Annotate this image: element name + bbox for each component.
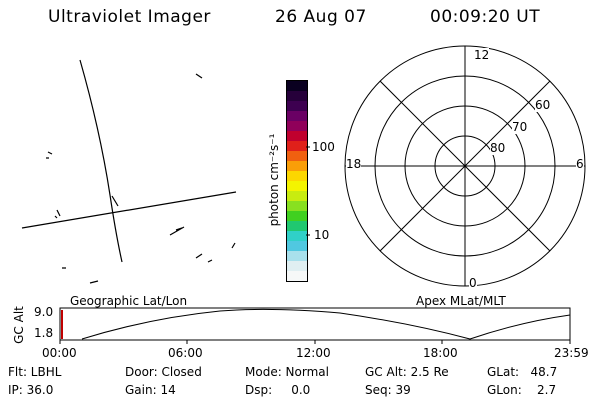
colorbar-segment	[287, 221, 307, 231]
coastline-fragment	[54, 209, 61, 219]
colorbar	[286, 80, 308, 282]
colorbar-segment	[287, 191, 307, 201]
timeline-tick: 12:00	[296, 346, 331, 360]
colorbar-segment	[287, 171, 307, 181]
mlt-label-0: 0	[469, 276, 477, 290]
colorbar-segment	[287, 271, 307, 281]
colorbar-segment	[287, 81, 307, 91]
mode-status: Mode: Normal	[245, 365, 329, 379]
colorbar-segment	[287, 251, 307, 261]
coastline-fragment	[62, 267, 99, 284]
colorbar-segment	[287, 151, 307, 161]
timeline-tick: 18:00	[423, 346, 458, 360]
time-label: 00:09:20 UT	[430, 7, 541, 27]
coastline-fragment	[231, 242, 236, 249]
colorbar-segment	[287, 231, 307, 241]
mlt-label-12: 12	[474, 48, 490, 62]
coastline-fragment	[111, 195, 119, 207]
mlt-label-18: 18	[346, 157, 362, 171]
seq-status: Seq: 39	[365, 383, 411, 397]
colorbar-segment	[287, 141, 307, 151]
coastline-fragment	[195, 73, 203, 79]
filter-status: Flt: LBHL	[8, 365, 62, 379]
longitude-line	[79, 59, 123, 263]
app-title: Ultraviolet Imager	[48, 7, 211, 27]
timeline-caption-left: Geographic Lat/Lon	[70, 294, 188, 308]
colorbar-segment	[287, 131, 307, 141]
current-time-marker	[61, 310, 63, 339]
colorbar-segment	[287, 201, 307, 211]
colorbar-segment	[287, 211, 307, 221]
ip-status: IP: 36.0	[8, 383, 54, 397]
timeline-caption-right: Apex MLat/MLT	[416, 294, 506, 308]
door-status: Door: Closed	[125, 365, 202, 379]
mlt-label-6: 6	[576, 157, 584, 171]
coastline-fragment	[169, 226, 185, 236]
colorbar-segment	[287, 101, 307, 111]
colorbar-segment	[287, 111, 307, 121]
timeline-ymax: 9.0	[34, 305, 54, 319]
mlat-label-60: 60	[535, 98, 551, 112]
mlat-label-70: 70	[512, 120, 528, 134]
timeline-tick: 23:59	[554, 346, 589, 360]
altitude-curve	[81, 308, 571, 340]
colorbar-tick-10: 10	[314, 228, 330, 242]
glon-status: GLon: 2.7	[487, 383, 557, 397]
date-label: 26 Aug 07	[275, 7, 367, 27]
coastline-fragment	[195, 253, 213, 263]
timeline-ymin: 1.8	[34, 326, 54, 340]
colorbar-segment	[287, 261, 307, 271]
gc-alt-status: GC Alt: 2.5 Re	[365, 365, 449, 379]
glat-status: GLat: 48.7	[487, 365, 558, 379]
timeline-tick: 00:00	[42, 346, 77, 360]
timeline-tick: 06:00	[168, 346, 203, 360]
gain-status: Gain: 14	[125, 383, 176, 397]
colorbar-segment	[287, 121, 307, 131]
coastline-fragment	[46, 151, 53, 159]
colorbar-tick-100: 100	[312, 140, 335, 154]
dsp-status: Dsp: 0.0	[245, 383, 311, 397]
colorbar-segment	[287, 161, 307, 171]
colorbar-segment	[287, 241, 307, 251]
colorbar-segment	[287, 181, 307, 191]
mlat-label-80: 80	[490, 141, 506, 155]
polar-diagonal	[379, 80, 551, 252]
colorbar-segment	[287, 91, 307, 101]
latitude-line	[21, 191, 237, 229]
